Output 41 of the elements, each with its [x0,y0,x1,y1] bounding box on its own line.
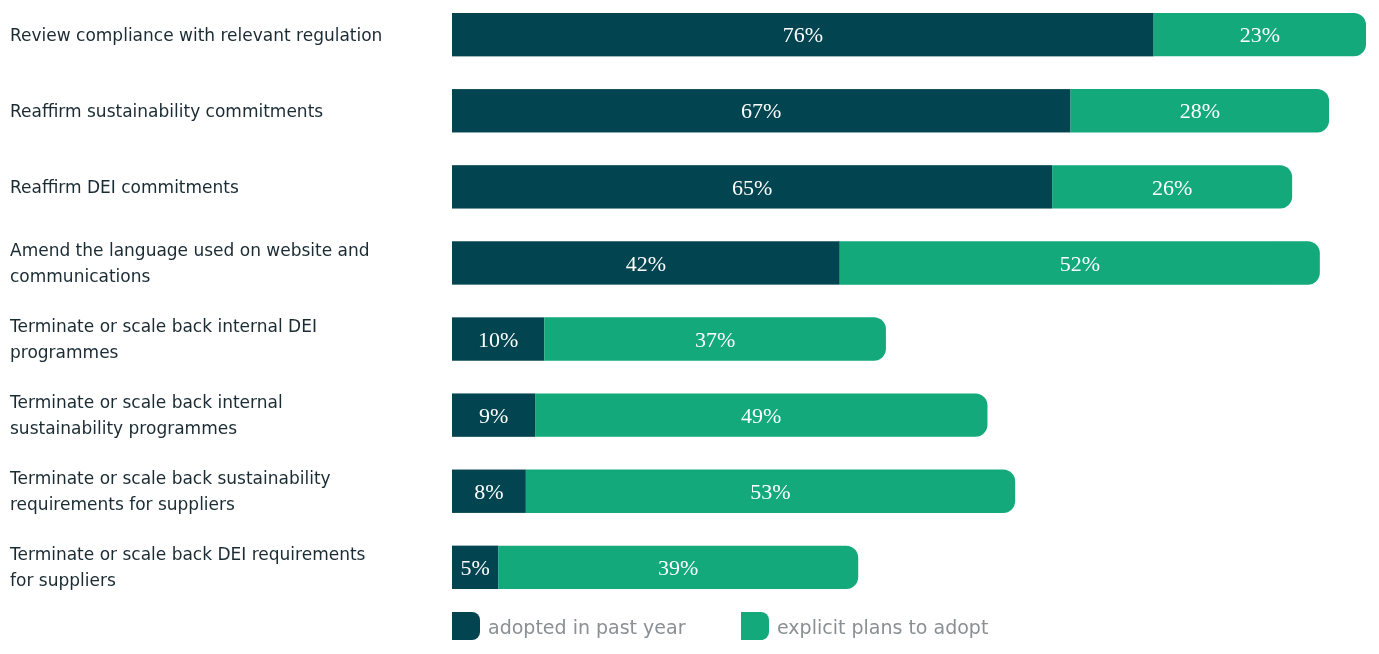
bar [1153,13,1366,57]
bar [525,469,1016,513]
data-label: 37% [694,326,736,352]
bar [452,13,1154,57]
y-tick-label: Amend the language used on website and communications [10,239,370,286]
data-label: 23% [1239,22,1280,48]
bar [452,393,536,437]
bar [452,317,545,361]
data-label: 52% [1059,250,1100,276]
bar [544,317,886,361]
y-tick-label: Review compliance with relevant regulation [10,24,383,45]
data-label: 8% [474,478,504,504]
y-tick-label: Reaffirm DEI commitments [10,176,239,197]
bar [452,469,526,513]
legend-label: adopted in past year [488,615,686,638]
bar [535,393,988,437]
bar [1070,89,1330,133]
y-tick-label: Reaffirm sustainability commitments [10,100,324,121]
bar [498,545,859,589]
bar [452,89,1071,133]
bar [452,165,1053,209]
data-label: 53% [750,478,791,504]
y-tick-label: Terminate or scale back internal sustainability programmes [9,392,283,439]
data-label: 42% [625,250,667,276]
data-label: 5% [460,555,490,581]
data-label: 67% [741,98,782,124]
data-label: 39% [658,555,699,581]
data-label: 10% [478,326,519,352]
y-tick-label: Terminate or scale back sustainability requirements for suppliers [9,468,331,515]
data-label: 76% [782,22,823,48]
y-tick-label: Terminate or scale back DEI requirements for suppliers [9,544,366,591]
bar [1052,165,1293,209]
bar [452,241,840,285]
data-label: 9% [478,402,509,428]
legend-label: explicit plans to adopt [777,615,989,638]
data-label: 49% [741,402,782,428]
data-label: 65% [731,174,773,200]
data-label: 28% [1179,98,1220,124]
bar [839,241,1320,285]
y-tick-label: Terminate or scale back internal DEI programmes [9,315,317,362]
data-label: 26% [1151,174,1193,200]
